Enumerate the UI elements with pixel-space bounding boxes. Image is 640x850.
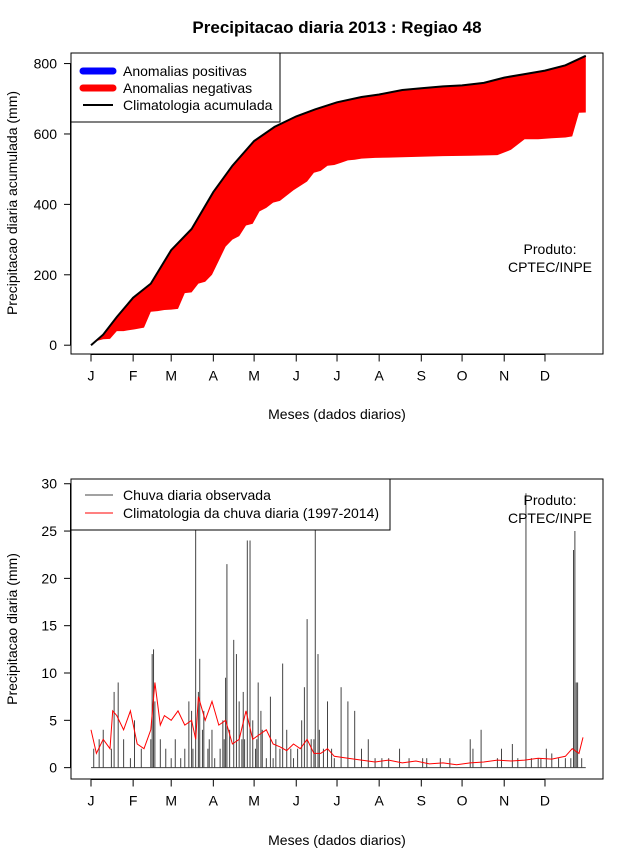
- top-ytick-label: 400: [34, 196, 58, 212]
- credit-line2-bottom: CPTEC/INPE: [508, 510, 592, 526]
- bottom-ytick-label: 5: [49, 712, 57, 728]
- top-xtick-label: A: [374, 368, 384, 384]
- negative-anomaly-area: [91, 55, 586, 346]
- bottom-xtick-label: A: [209, 793, 219, 809]
- observed-daily-bars: [91, 483, 586, 769]
- bottom-xtick-label: O: [457, 793, 468, 809]
- top-xtick-label: J: [293, 368, 300, 384]
- top-xtick-label: A: [209, 368, 219, 384]
- y-axis-label-bottom: Precipitacao diaria (mm): [4, 553, 20, 705]
- bottom-ytick-label: 0: [49, 760, 57, 776]
- top-xtick-label: J: [88, 368, 95, 384]
- top-xtick-label: O: [457, 368, 468, 384]
- x-axis-label-top: Meses (dados diarios): [268, 406, 406, 422]
- top-xtick-label: M: [248, 368, 260, 384]
- credit-line1-bottom: Produto:: [524, 492, 577, 508]
- x-axis-label-bottom: Meses (dados diarios): [268, 832, 406, 848]
- top-xtick-label: J: [334, 368, 341, 384]
- chart-title: Precipitacao diaria 2013 : Regiao 48: [192, 18, 481, 37]
- top-ytick-label: 800: [34, 56, 58, 72]
- climatology-daily-line: [90, 682, 584, 766]
- legend-label-positive: Anomalias positivas: [123, 63, 247, 79]
- bottom-xtick-label: S: [417, 793, 426, 809]
- bottom-xtick-label: M: [165, 793, 177, 809]
- daily-chart: 0 5 10 15 20 25 30 J F M A M J J A S O N D Precipitacao d…: [4, 476, 604, 848]
- bottom-xtick-label: A: [374, 793, 384, 809]
- legend-label-negative: Anomalias negativas: [123, 80, 252, 96]
- bottom-ytick-label: 10: [41, 665, 57, 681]
- credit-line1-top: Produto:: [524, 241, 577, 257]
- bottom-ytick-label: 20: [41, 570, 57, 586]
- legend-label-climatology: Climatologia acumulada: [123, 97, 273, 113]
- climatology-accumulated-line: [90, 54, 587, 346]
- top-xtick-label: D: [540, 368, 550, 384]
- legend-box-bottom: [70, 478, 391, 531]
- legend-top: Anomalias positivas Anomalias negativas …: [70, 52, 281, 123]
- bottom-xtick-label: M: [248, 793, 260, 809]
- top-xtick-label: N: [499, 368, 509, 384]
- top-xtick-label: M: [165, 368, 177, 384]
- y-axis-label-top: Precipitacao diaria acumulada (mm): [4, 91, 20, 315]
- legend-label-observed: Chuva diaria observada: [123, 487, 271, 503]
- y-axis-top: 0 200 400 600 800: [34, 56, 71, 353]
- top-ytick-label: 600: [34, 126, 58, 142]
- legend-bottom: Chuva diaria observada Climatologia da c…: [70, 478, 391, 531]
- bottom-ytick-label: 25: [41, 523, 57, 539]
- bottom-ytick-label: 30: [41, 476, 57, 492]
- bottom-xtick-label: D: [540, 793, 550, 809]
- bottom-xtick-label: J: [293, 793, 300, 809]
- bottom-ytick-label: 15: [41, 618, 57, 634]
- accumulated-chart: 0 200 400 600 800 J F M A M J J A S O N D Precipitacao …: [4, 52, 604, 422]
- top-xtick-label: S: [417, 368, 426, 384]
- top-ytick-label: 0: [49, 337, 57, 353]
- legend-label-clim-daily: Climatologia da chuva diaria (1997-2014): [123, 505, 379, 521]
- top-ytick-label: 200: [34, 267, 58, 283]
- bottom-xtick-label: F: [129, 793, 138, 809]
- credit-line2-top: CPTEC/INPE: [508, 259, 592, 275]
- bottom-xtick-label: J: [88, 793, 95, 809]
- bottom-xtick-label: J: [334, 793, 341, 809]
- top-xtick-label: F: [129, 368, 138, 384]
- y-axis-bottom: 0 5 10 15 20 25 30: [41, 476, 71, 776]
- bottom-xtick-label: N: [499, 793, 509, 809]
